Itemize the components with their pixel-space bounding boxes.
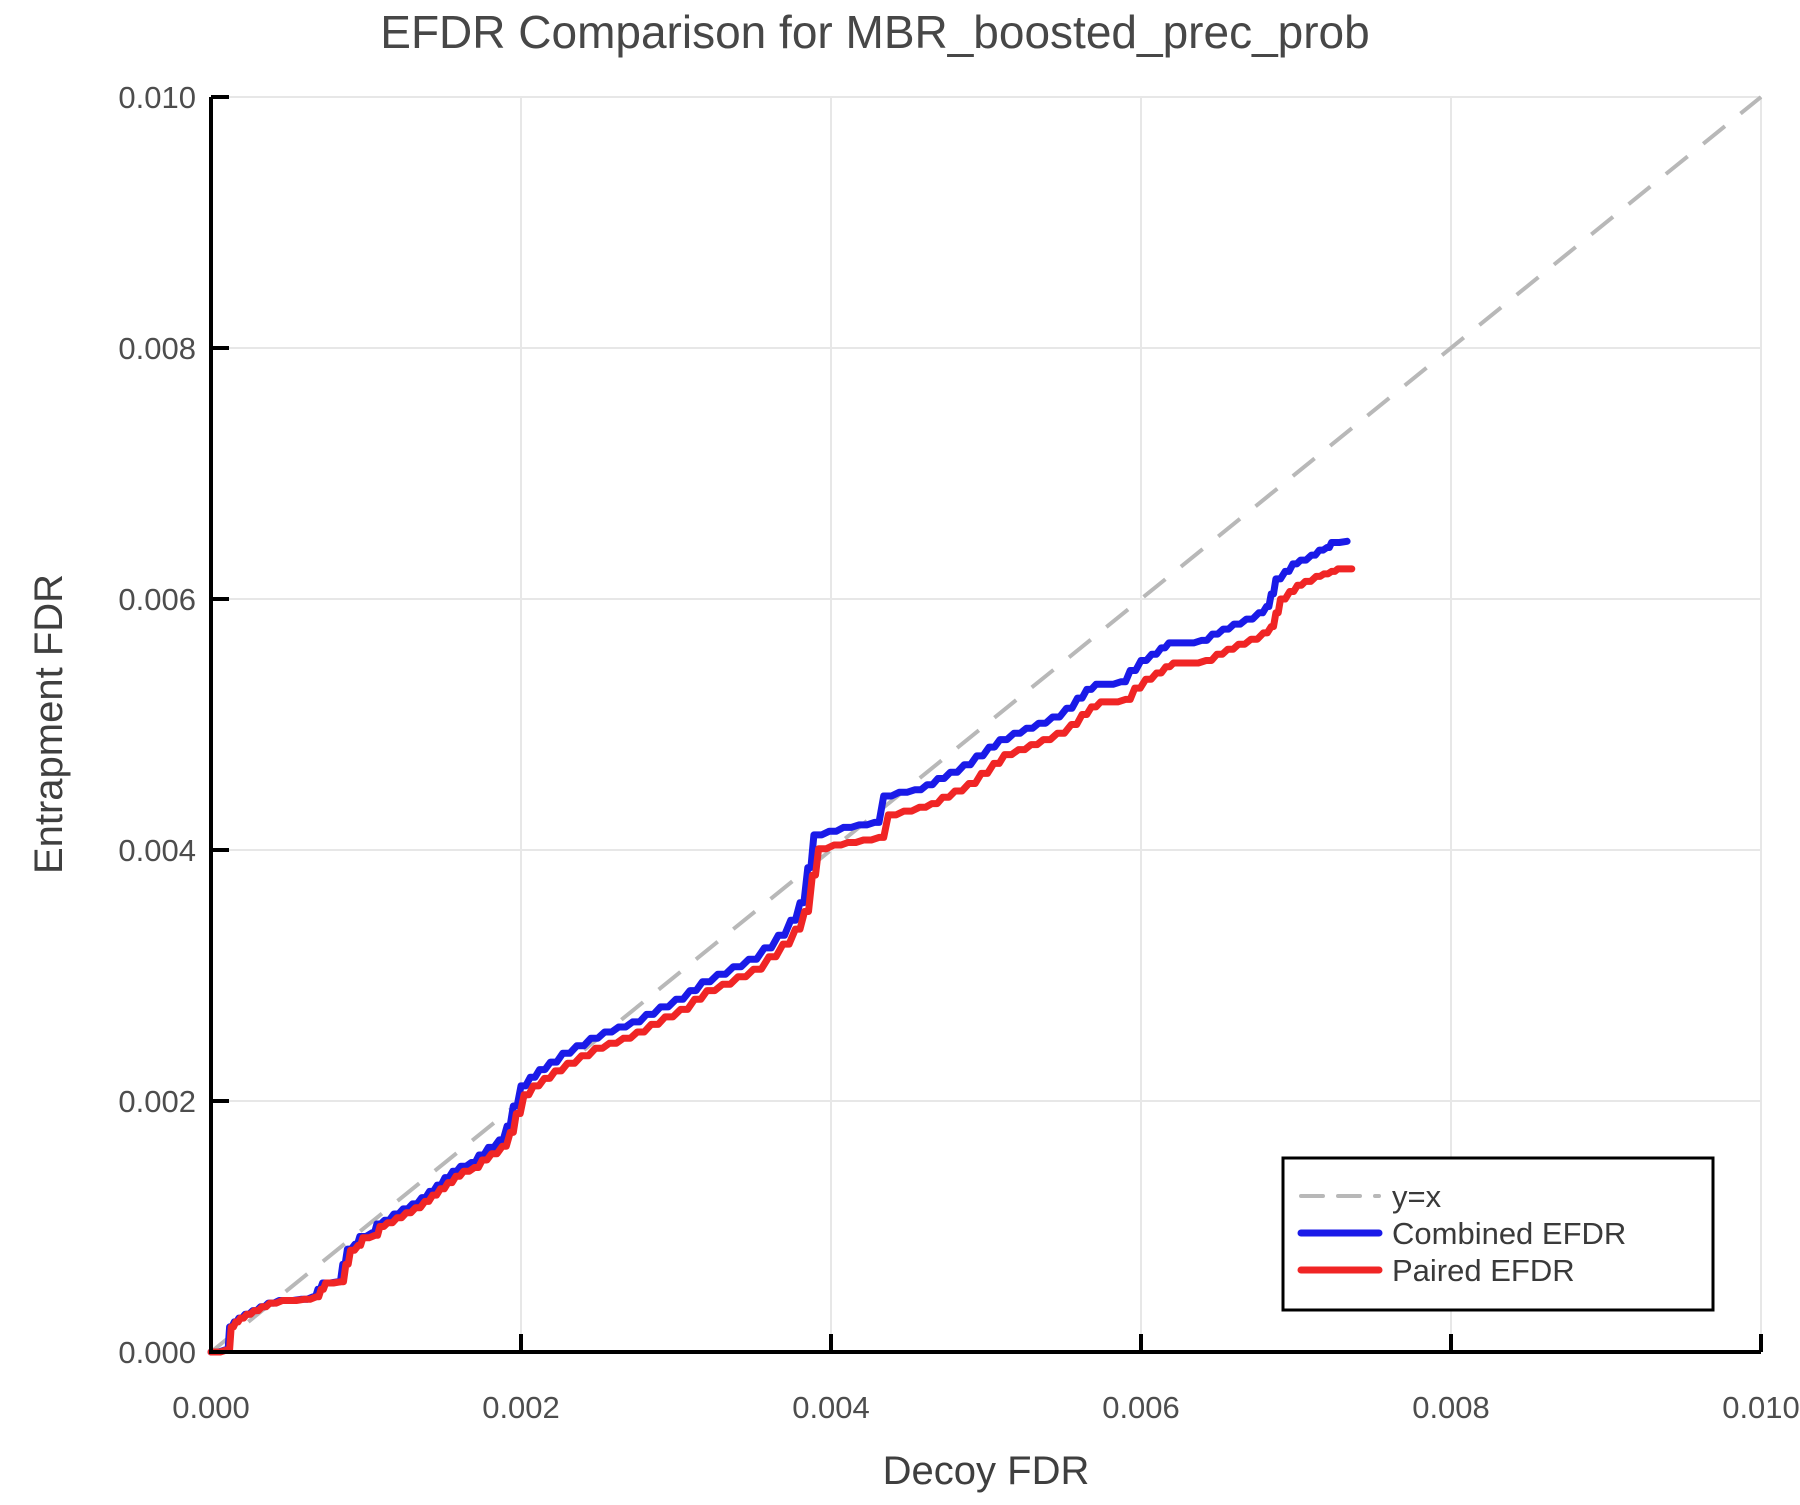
legend-label: y=x	[1392, 1179, 1442, 1214]
y-tick-label: 0.002	[118, 1084, 196, 1119]
x-tick-label: 0.008	[1412, 1390, 1490, 1425]
x-axis-label: Decoy FDR	[883, 1449, 1090, 1493]
x-tick-label: 0.002	[482, 1390, 560, 1425]
legend-item-y-x: y=x	[1299, 1179, 1442, 1214]
tick-labels-group: 0.000 0.002 0.004 0.006 0.008 0.010 0.000 0.002…	[118, 80, 1799, 1425]
curves-group	[207, 537, 1356, 1356]
legend-label: Combined EFDR	[1392, 1216, 1626, 1251]
x-tick-label: 0.000	[172, 1390, 250, 1425]
legend-item-combined-efdr: Combined EFDR	[1297, 1216, 1626, 1251]
legend-label: Paired EFDR	[1392, 1253, 1575, 1288]
x-tick-label: 0.006	[1102, 1390, 1180, 1425]
y-tick-label: 0.008	[118, 331, 196, 366]
y-axis-label: Entrapment FDR	[27, 574, 71, 874]
y-tick-label: 0.000	[118, 1335, 196, 1370]
y-tick-label: 0.010	[118, 80, 196, 115]
legend-item-paired-efdr: Paired EFDR	[1297, 1253, 1575, 1288]
x-tick-label: 0.004	[792, 1390, 870, 1425]
y-tick-label: 0.006	[118, 582, 196, 617]
grid-lines	[211, 96, 1762, 1352]
chart-title: EFDR Comparison for MBR_boosted_prec_pro…	[380, 6, 1369, 58]
paired-efdr-line	[207, 565, 1356, 1356]
axes-group	[209, 95, 1763, 1354]
x-tick-label: 0.010	[1722, 1390, 1800, 1425]
y-tick-label: 0.004	[118, 833, 196, 868]
